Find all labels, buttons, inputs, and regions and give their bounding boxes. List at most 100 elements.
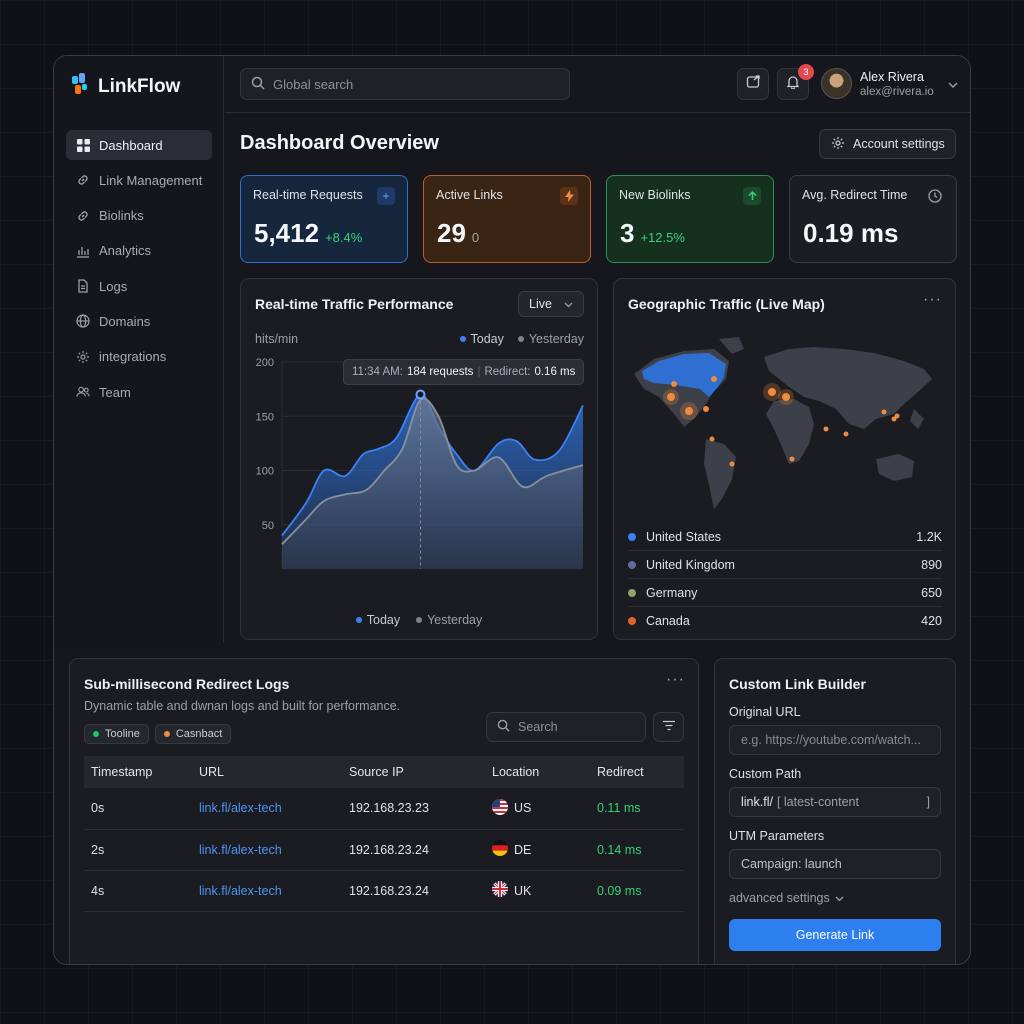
custom-path-value: [ latest-content xyxy=(776,795,859,809)
stat-card-requests[interactable]: Real-time Requests + 5,412 +8.4% xyxy=(240,175,408,263)
sidebar-item-label: Dashboard xyxy=(99,137,163,153)
geo-card: Geographic Traffic (Live Map) ··· xyxy=(613,278,956,640)
advanced-settings-toggle[interactable]: advanced settings xyxy=(729,891,844,905)
search-placeholder: Search xyxy=(518,720,558,734)
geo-title: Geographic Traffic (Live Map) xyxy=(628,296,825,312)
logo-icon xyxy=(70,73,90,100)
sidebar-item-team[interactable]: Team xyxy=(66,377,212,407)
custom-path-input[interactable]: link.fl/ [ latest-content ] xyxy=(729,787,941,817)
stat-value: 29 0 xyxy=(437,218,480,248)
redirect-cell: 0.09 ms xyxy=(597,883,642,898)
sidebar-item-dashboard[interactable]: Dashboard xyxy=(66,130,212,160)
stat-value: 3 +12.5% xyxy=(620,218,685,248)
column-header[interactable]: Redirect xyxy=(597,765,644,779)
table-row[interactable]: 2s link.fl/alex-tech 192.168.23.24 DE 0.… xyxy=(84,829,684,870)
country-value: 650 xyxy=(921,585,942,600)
sidebar-item-label: integrations xyxy=(99,349,167,365)
country-name: Germany xyxy=(646,585,698,600)
location-cell: UK xyxy=(487,870,592,911)
user-name: Alex Rivera xyxy=(860,69,924,84)
sidebar-item-logs[interactable]: Logs xyxy=(66,271,212,301)
country-dot xyxy=(628,560,636,569)
traffic-card: Real-time Traffic Performance Live hits/… xyxy=(240,278,598,640)
account-settings-label: Account settings xyxy=(853,137,945,151)
original-url-input[interactable]: e.g. https://youtube.com/watch... xyxy=(729,725,941,755)
country-name: Canada xyxy=(646,614,690,628)
country-row[interactable]: United Kingdom 890 xyxy=(628,551,942,579)
search-icon xyxy=(251,76,265,93)
stat-card-active-links[interactable]: Active Links 29 0 xyxy=(423,175,591,263)
chart-legend-top: Today Yesterday xyxy=(459,332,584,346)
tag[interactable]: Tooline xyxy=(84,724,149,744)
stat-card-redirect-time[interactable]: Avg. Redirect Time 0.19 ms xyxy=(789,175,957,263)
legend-item-yesterday[interactable]: Yesterday xyxy=(517,332,584,346)
location-cell: US xyxy=(487,788,592,829)
column-header[interactable]: Timestamp xyxy=(91,765,153,779)
share-button[interactable] xyxy=(737,68,769,100)
user-email: alex@rivera.io xyxy=(860,85,934,98)
sidebar-item-label: Team xyxy=(99,384,131,400)
legend-dot xyxy=(355,617,362,623)
country-row[interactable]: United States 1.2K xyxy=(628,523,942,551)
stat-label: Real-time Requests xyxy=(253,188,363,202)
logs-table: Timestamp URL Source IP Location Redirec… xyxy=(84,756,684,912)
notifications-button[interactable]: 3 xyxy=(777,64,814,100)
world-map[interactable] xyxy=(614,279,957,519)
custom-path-suffix: ] xyxy=(926,795,930,809)
column-header[interactable]: Location xyxy=(492,765,540,779)
more-icon[interactable]: ··· xyxy=(666,671,685,688)
chart-tooltip: 11:34 AM: 184 requests | Redirect: 0.16 … xyxy=(343,359,585,385)
series-yesterday-line xyxy=(281,397,584,545)
stat-value: 0.19 ms xyxy=(803,218,899,248)
uk-flag-icon xyxy=(492,881,508,900)
url-link[interactable]: link.fl/alex-tech xyxy=(199,842,282,857)
column-header[interactable]: URL xyxy=(199,765,225,779)
sidebar-item-domains[interactable]: Domains xyxy=(66,306,212,336)
globe-icon xyxy=(76,314,90,329)
column-header[interactable]: Source IP xyxy=(349,765,404,779)
ip-cell: 192.168.23.24 xyxy=(349,883,429,898)
country-value: 420 xyxy=(921,614,942,628)
location-cell: DE xyxy=(487,829,592,870)
bell-icon xyxy=(786,74,800,94)
account-settings-button[interactable]: Account settings xyxy=(819,129,956,159)
map-region-north-america xyxy=(642,353,726,397)
logs-search-input[interactable]: Search xyxy=(486,712,646,742)
legend-item-today[interactable]: Today xyxy=(355,613,400,627)
utm-input[interactable]: Campaign: launch xyxy=(729,849,941,879)
legend-item-today[interactable]: Today xyxy=(459,332,504,346)
country-row[interactable]: Germany 650 xyxy=(628,579,942,607)
search-placeholder: Global search xyxy=(273,76,354,92)
stat-delta: +12.5% xyxy=(640,230,685,245)
filter-button[interactable] xyxy=(653,712,684,742)
stat-card-new-biolinks[interactable]: New Biolinks 3 +12.5% xyxy=(606,175,774,263)
tag[interactable]: Casnbact xyxy=(154,724,232,744)
sidebar-item-link-management[interactable]: Link Management xyxy=(66,165,212,195)
page-title: Dashboard Overview xyxy=(240,132,439,154)
user-menu[interactable]: Alex Rivera alex@rivera.io xyxy=(821,68,958,99)
sidebar-item-biolinks[interactable]: Biolinks xyxy=(66,201,212,231)
legend-item-yesterday[interactable]: Yesterday xyxy=(416,613,482,627)
country-row[interactable]: Canada 420 xyxy=(628,607,942,635)
global-search-input[interactable]: Global search xyxy=(240,68,570,100)
more-icon[interactable]: ··· xyxy=(923,291,942,308)
sidebar-item-analytics[interactable]: Analytics xyxy=(66,236,212,266)
avatar xyxy=(821,68,852,99)
brand[interactable]: LinkFlow xyxy=(70,73,180,100)
url-link[interactable]: link.fl/alex-tech xyxy=(199,801,282,816)
map-hotspots xyxy=(663,376,900,467)
notification-badge: 3 xyxy=(798,64,814,80)
traffic-mode-select[interactable]: Live xyxy=(518,291,584,317)
sidebar-item-integrations[interactable]: integrations xyxy=(66,342,212,372)
sidebar-item-label: Analytics xyxy=(99,243,152,259)
table-row[interactable]: 4s link.fl/alex-tech 192.168.23.24 UK 0.… xyxy=(84,870,684,911)
stat-label: New Biolinks xyxy=(619,188,691,202)
stat-delta: +8.4% xyxy=(325,230,363,245)
url-link[interactable]: link.fl/alex-tech xyxy=(199,883,282,898)
timestamp-cell: 4s xyxy=(91,883,105,898)
country-value: 1.2K xyxy=(916,529,942,544)
arrow-up-icon xyxy=(743,187,761,205)
table-row[interactable]: 0s link.fl/alex-tech 192.168.23.23 US 0.… xyxy=(84,788,684,829)
generate-link-button[interactable]: Generate Link xyxy=(729,919,941,951)
